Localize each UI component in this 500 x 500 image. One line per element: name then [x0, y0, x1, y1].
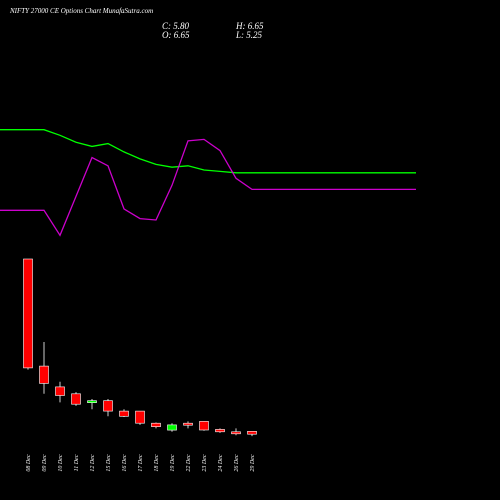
x-tick-label: 10 Dec — [58, 454, 64, 471]
candle-body — [71, 393, 81, 405]
x-tick-label: 15 Dec — [106, 454, 112, 471]
candle-18-dec — [151, 422, 161, 429]
candle-22-dec — [183, 421, 193, 429]
x-tick-label: 18 Dec — [154, 454, 160, 471]
x-tick-label: 22 Dec — [186, 454, 192, 471]
candle-26-dec — [231, 428, 241, 436]
candlestick-layer — [23, 258, 257, 437]
candle-body — [231, 431, 241, 435]
candle-17-dec — [135, 410, 145, 425]
high-readout: H: 6.65 — [236, 21, 264, 31]
x-tick-label: 08 Dec — [26, 454, 32, 471]
candle-body — [167, 424, 177, 431]
x-tick-label: 24 Dec — [217, 454, 224, 471]
candle-body — [215, 429, 225, 433]
candle-23-dec — [199, 421, 209, 431]
ma-line-purple — [0, 138, 416, 237]
x-tick-label: 11 Dec — [74, 454, 80, 471]
close-readout: C: 5.80 — [162, 21, 189, 31]
candle-body — [39, 365, 49, 384]
candle-12-dec — [87, 399, 97, 410]
moving-average-layer — [0, 129, 416, 237]
candle-body — [183, 422, 193, 426]
candle-body — [23, 258, 33, 369]
candle-09-dec — [39, 342, 49, 394]
x-axis-labels: 08 Dec 09 Dec 10 Dec 11 Dec 12 Dec 15 Dec 16 D… — [26, 454, 256, 471]
x-tick-label: 12 Dec — [90, 454, 96, 471]
candle-body — [199, 421, 209, 431]
candle-10-dec — [55, 381, 65, 403]
x-tick-label: 19 Dec — [170, 454, 176, 471]
candle-15-dec — [103, 399, 113, 417]
x-tick-label: 16 Dec — [122, 454, 128, 471]
x-tick-label: 09 Dec — [42, 454, 48, 471]
candle-19-dec — [167, 423, 177, 432]
candle-body — [103, 400, 113, 412]
ma-line-green — [0, 129, 416, 174]
candle-body — [119, 410, 129, 417]
x-tick-label: 29 Dec — [250, 454, 256, 471]
open-readout: O: 6.65 — [162, 30, 190, 40]
x-tick-label: 17 Dec — [138, 454, 144, 471]
candle-body — [151, 422, 161, 428]
candle-body — [135, 410, 145, 424]
x-tick-label: 26 Dec — [234, 454, 240, 471]
low-readout: L: 5.25 — [236, 30, 263, 40]
candle-29-dec — [247, 430, 257, 437]
candle-24-dec — [215, 428, 225, 433]
x-tick-label: 23 Dec — [202, 454, 208, 471]
candle-11-dec — [71, 392, 81, 406]
candle-body — [87, 400, 97, 404]
candle-08-dec — [23, 258, 33, 370]
candle-body — [55, 386, 65, 396]
candle-16-dec — [119, 409, 129, 417]
candle-body — [247, 430, 257, 435]
chart-title: NIFTY 27000 CE Options Chart MunafaSutra… — [10, 7, 154, 15]
